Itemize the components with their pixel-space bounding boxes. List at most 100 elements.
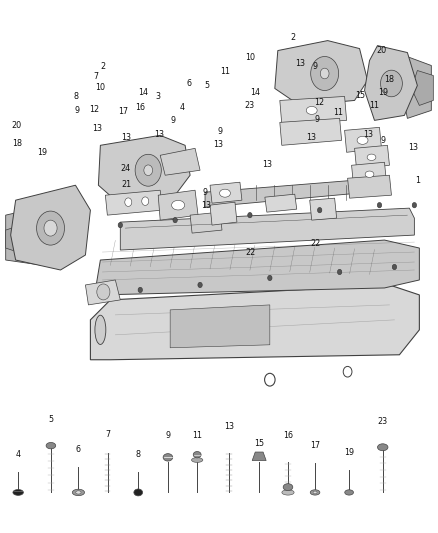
Ellipse shape (313, 491, 317, 494)
Circle shape (268, 276, 272, 281)
Ellipse shape (163, 454, 173, 461)
Text: 11: 11 (220, 68, 230, 76)
Circle shape (343, 366, 352, 377)
Circle shape (377, 203, 381, 208)
Polygon shape (6, 207, 56, 265)
Text: 5: 5 (48, 415, 53, 424)
Text: 9: 9 (314, 115, 320, 124)
Polygon shape (348, 175, 392, 198)
Circle shape (412, 203, 417, 208)
Polygon shape (99, 135, 190, 200)
Polygon shape (352, 162, 386, 186)
Polygon shape (280, 118, 342, 146)
Text: 12: 12 (314, 98, 325, 107)
Text: 13: 13 (92, 124, 102, 133)
Ellipse shape (191, 458, 203, 463)
Polygon shape (205, 180, 357, 207)
Text: 9: 9 (312, 62, 318, 71)
Polygon shape (364, 46, 417, 120)
Polygon shape (210, 202, 237, 225)
Circle shape (248, 213, 252, 218)
Ellipse shape (378, 444, 388, 451)
Text: 6: 6 (76, 445, 81, 454)
Circle shape (265, 373, 275, 386)
Text: 19: 19 (37, 148, 47, 157)
Text: 13: 13 (262, 160, 272, 169)
Polygon shape (355, 146, 389, 169)
Text: 15: 15 (254, 439, 264, 448)
Polygon shape (275, 41, 367, 106)
Text: 16: 16 (135, 102, 145, 111)
Circle shape (311, 56, 339, 91)
Text: 13: 13 (213, 140, 223, 149)
Text: 9: 9 (202, 188, 208, 197)
Text: 19: 19 (344, 448, 354, 457)
Text: 13: 13 (408, 143, 418, 152)
Circle shape (320, 68, 329, 79)
Text: 22: 22 (245, 248, 255, 257)
Circle shape (318, 207, 322, 213)
Polygon shape (310, 198, 337, 220)
Text: 8: 8 (74, 92, 79, 101)
Polygon shape (120, 208, 414, 250)
Circle shape (173, 217, 177, 223)
Text: 9: 9 (170, 116, 176, 125)
Circle shape (97, 284, 110, 300)
Ellipse shape (219, 189, 230, 197)
Polygon shape (95, 240, 419, 295)
Circle shape (198, 282, 202, 288)
Text: 23: 23 (378, 417, 388, 426)
Text: 13: 13 (295, 59, 305, 68)
Circle shape (381, 70, 403, 97)
Text: 5: 5 (204, 81, 209, 90)
Polygon shape (345, 127, 381, 152)
Polygon shape (11, 185, 90, 270)
Text: 4: 4 (180, 102, 184, 111)
Circle shape (144, 165, 152, 175)
Polygon shape (85, 280, 120, 305)
Polygon shape (6, 225, 28, 253)
Ellipse shape (282, 490, 294, 495)
Polygon shape (411, 70, 433, 106)
Polygon shape (210, 182, 242, 203)
Circle shape (36, 211, 64, 245)
Text: 13: 13 (154, 130, 164, 139)
Text: 9: 9 (217, 127, 223, 136)
Circle shape (337, 269, 342, 274)
Text: 11: 11 (369, 101, 379, 110)
Polygon shape (252, 452, 266, 461)
Ellipse shape (310, 490, 320, 495)
Ellipse shape (345, 490, 353, 495)
Ellipse shape (193, 451, 201, 458)
Circle shape (392, 264, 397, 270)
Ellipse shape (172, 200, 185, 210)
Text: 22: 22 (310, 239, 320, 248)
Ellipse shape (367, 154, 376, 160)
Text: 6: 6 (187, 78, 192, 87)
Text: 9: 9 (166, 431, 170, 440)
Text: 9: 9 (74, 106, 80, 115)
Text: 18: 18 (384, 75, 394, 84)
Text: 15: 15 (355, 91, 365, 100)
Text: 7: 7 (105, 430, 110, 439)
Polygon shape (265, 194, 297, 212)
Text: 9: 9 (380, 136, 385, 145)
Text: 11: 11 (333, 108, 343, 117)
Text: 14: 14 (138, 87, 148, 96)
Text: 20: 20 (377, 46, 387, 55)
Text: 3: 3 (155, 92, 160, 101)
Ellipse shape (283, 483, 293, 490)
Text: 13: 13 (201, 201, 211, 211)
Text: 10: 10 (95, 83, 105, 92)
Ellipse shape (134, 489, 143, 496)
Circle shape (44, 220, 57, 236)
Text: 10: 10 (245, 53, 255, 62)
Ellipse shape (76, 491, 81, 494)
Text: 12: 12 (89, 104, 99, 114)
Text: 13: 13 (224, 422, 234, 431)
Ellipse shape (365, 171, 374, 177)
Text: 16: 16 (283, 431, 293, 440)
Text: 20: 20 (11, 121, 21, 130)
Text: 7: 7 (93, 71, 99, 80)
Ellipse shape (357, 136, 368, 144)
